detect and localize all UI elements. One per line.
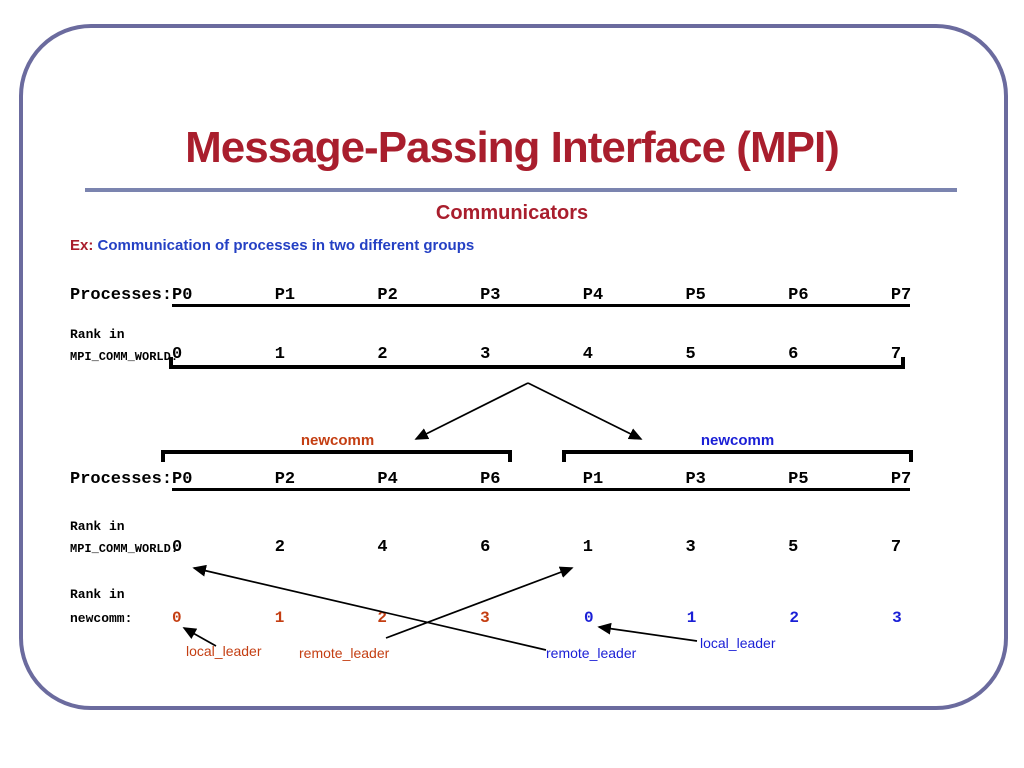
rank-cell: 3 xyxy=(480,345,491,364)
rank-cell: 4 xyxy=(377,538,388,557)
rank-cell: 1 xyxy=(582,538,593,557)
process-cell: P4 xyxy=(582,286,604,305)
process-cell: P2 xyxy=(274,470,296,489)
process-cell: P6 xyxy=(480,470,501,489)
process-cell: P0 xyxy=(172,286,193,305)
rank-cell: 2 xyxy=(377,345,388,364)
process-cell: P3 xyxy=(685,470,706,489)
newcomm-ranks-left-row: 0 1 2 3 xyxy=(172,610,583,626)
rank-cell: 2 xyxy=(274,538,285,557)
rank-cell: 3 xyxy=(892,609,902,627)
process-cell: P0 xyxy=(172,470,193,489)
rank-cell: 0 xyxy=(172,609,182,627)
left-local-leader-label: local_leader xyxy=(186,643,262,659)
rank-cell: 7 xyxy=(890,538,902,557)
process-cell: P6 xyxy=(788,286,809,305)
split-rank-label-line2: MPI_COMM_WORLD: xyxy=(70,542,179,556)
rank-cell: 6 xyxy=(788,345,799,364)
rank-cell: 4 xyxy=(582,345,593,364)
newcomm-rank-label-line2: newcomm: xyxy=(70,611,133,626)
title-divider xyxy=(85,188,957,192)
rank-cell: 5 xyxy=(788,538,799,557)
slide-border xyxy=(19,24,1008,710)
process-cell: P5 xyxy=(788,470,809,489)
rank-cell: 6 xyxy=(480,538,491,557)
right-remote-leader-label: remote_leader xyxy=(546,645,637,661)
right-local-leader-label: local_leader xyxy=(700,635,776,651)
example-line: Ex: Communication of processes in two di… xyxy=(70,238,474,253)
example-prefix: Ex: xyxy=(70,237,94,254)
page-title: Message-Passing Interface (MPI) xyxy=(185,123,840,172)
rank-cell: 3 xyxy=(685,538,696,557)
newcomm-left-bracket xyxy=(161,450,512,462)
rank-cell: 7 xyxy=(890,345,902,364)
example-text: Communication of processes in two differ… xyxy=(97,237,475,254)
process-cell: P7 xyxy=(890,470,912,489)
world-ranks-row: 0 1 2 3 4 5 6 7 xyxy=(172,346,994,363)
rank-cell: 2 xyxy=(789,609,799,627)
rank-cell: 3 xyxy=(480,609,490,627)
world-group-bracket xyxy=(169,357,905,369)
world-processes-underline xyxy=(172,304,910,307)
split-processes-underline xyxy=(172,488,910,491)
split-processes-row: P0 P2 P4 P6 P1 P3 P5 P7 xyxy=(172,471,994,488)
split-processes-label: Processes: xyxy=(70,470,173,489)
rank-cell: 2 xyxy=(377,609,387,627)
rank-cell: 1 xyxy=(274,345,285,364)
process-cell: P5 xyxy=(685,286,706,305)
process-cell: P2 xyxy=(377,286,398,305)
rank-cell: 1 xyxy=(686,609,697,627)
newcomm-right-label: newcomm xyxy=(700,432,775,449)
section-subtitle: Communicators xyxy=(435,202,589,224)
rank-cell: 0 xyxy=(172,538,183,557)
newcomm-right-bracket xyxy=(562,450,913,462)
newcomm-ranks-right-row: 0 1 2 3 xyxy=(584,610,995,626)
process-cell: P1 xyxy=(274,286,296,305)
process-cell: P1 xyxy=(582,470,604,489)
newcomm-rank-label-line1: Rank in xyxy=(70,587,125,602)
newcomm-left-label: newcomm xyxy=(300,432,375,449)
world-rank-label-line1: Rank in xyxy=(70,327,125,342)
world-processes-row: P0 P1 P2 P3 P4 P5 P6 P7 xyxy=(172,287,994,304)
rank-cell: 0 xyxy=(172,345,183,364)
rank-cell: 1 xyxy=(274,609,285,627)
rank-cell: 0 xyxy=(584,609,594,627)
world-processes-label: Processes: xyxy=(70,286,173,305)
split-world-ranks-row: 0 2 4 6 1 3 5 7 xyxy=(172,539,994,556)
rank-cell: 5 xyxy=(685,345,696,364)
left-remote-leader-label: remote_leader xyxy=(299,645,390,661)
world-rank-label-line2: MPI_COMM_WORLD: xyxy=(70,350,179,364)
split-rank-label-line1: Rank in xyxy=(70,519,125,534)
process-cell: P4 xyxy=(377,470,398,489)
process-cell: P7 xyxy=(890,286,912,305)
process-cell: P3 xyxy=(480,286,501,305)
